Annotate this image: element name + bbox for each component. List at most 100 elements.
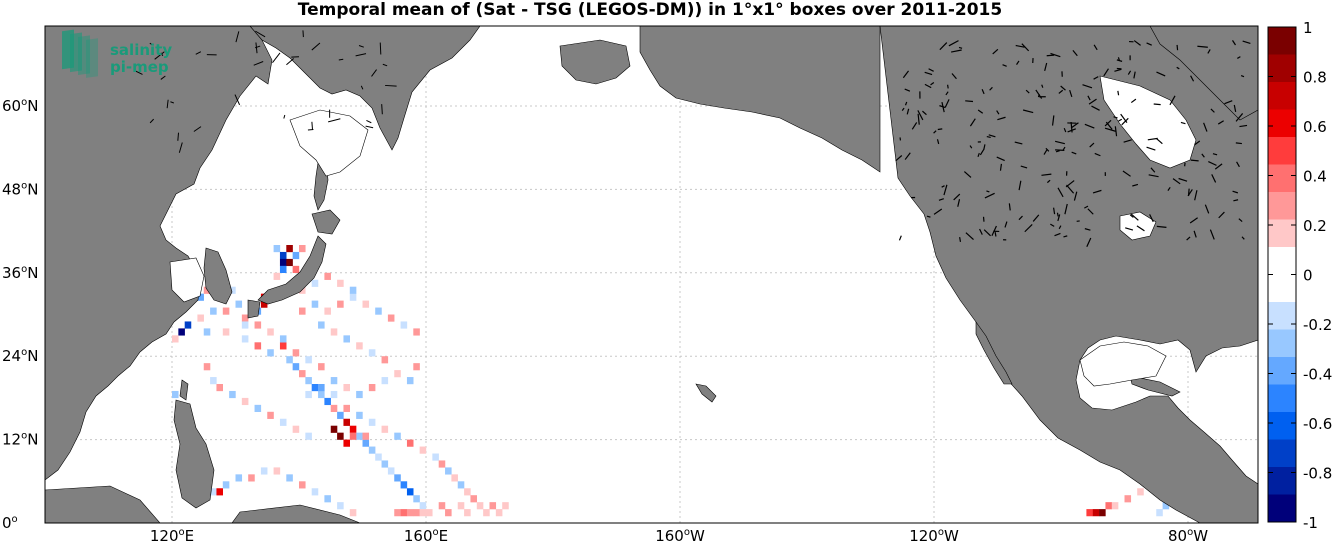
heatmap-cell bbox=[406, 377, 414, 385]
lake-stroke bbox=[926, 215, 931, 218]
land-japan-kyushu bbox=[247, 299, 261, 319]
salinity-pi-mep-logo: salinity pi-mep bbox=[62, 29, 172, 78]
lake-stroke bbox=[1123, 139, 1132, 143]
lake-stroke bbox=[1169, 95, 1176, 106]
lake-stroke bbox=[1241, 236, 1245, 240]
lake-stroke bbox=[1084, 228, 1091, 231]
lake-stroke bbox=[1022, 109, 1034, 114]
heatmap-cell bbox=[203, 363, 211, 371]
lake-stroke bbox=[272, 52, 281, 63]
lake-stroke bbox=[1050, 52, 1061, 58]
lake-stroke bbox=[906, 108, 910, 115]
heatmap-cell bbox=[222, 481, 230, 489]
lake-stroke bbox=[1242, 40, 1251, 45]
lake-stroke bbox=[1146, 146, 1156, 151]
heatmap-cell bbox=[286, 245, 293, 253]
lake-stroke bbox=[1021, 43, 1030, 52]
map-frame bbox=[44, 25, 1259, 524]
lake-stroke bbox=[253, 61, 264, 66]
heatmap-cell bbox=[337, 502, 344, 510]
logo-mark-icon bbox=[62, 29, 98, 78]
colorbar-step bbox=[1268, 439, 1296, 468]
heatmap-cell bbox=[381, 425, 389, 433]
heatmap-cell bbox=[413, 495, 420, 503]
lake-stroke bbox=[1236, 161, 1240, 168]
heatmap-cell bbox=[406, 439, 414, 447]
heatmap-cell bbox=[241, 397, 249, 406]
lat-tick-label: 12oN bbox=[2, 431, 38, 449]
lake-stroke bbox=[948, 40, 959, 47]
lake-stroke bbox=[311, 42, 321, 51]
heatmap-cell bbox=[172, 335, 179, 343]
lake-stroke bbox=[254, 45, 261, 49]
heatmap-cell bbox=[330, 425, 338, 433]
heatmap-cell bbox=[184, 321, 192, 329]
heatmap-cell bbox=[330, 328, 338, 336]
heatmap-cell bbox=[337, 300, 344, 308]
colorbar-tick-label: -1 bbox=[1303, 514, 1318, 532]
heatmap-cell bbox=[254, 404, 262, 412]
heatmap-cell bbox=[387, 314, 395, 322]
lake-stroke bbox=[1053, 207, 1056, 215]
heatmap-cell bbox=[203, 286, 211, 294]
lat-tick-label: 36oN bbox=[2, 264, 38, 282]
heatmap-cell bbox=[451, 474, 458, 482]
heatmap-cell bbox=[368, 446, 376, 454]
heatmap-cell bbox=[413, 509, 420, 517]
heatmap-cell bbox=[324, 272, 331, 280]
lake-stroke bbox=[917, 113, 920, 125]
inland-waters bbox=[169, 75, 1197, 387]
lake-stroke bbox=[286, 58, 295, 66]
heatmap-cell bbox=[292, 251, 300, 260]
lake-stroke bbox=[996, 156, 1005, 162]
lake-stroke bbox=[255, 42, 258, 54]
heatmap-cell bbox=[343, 439, 350, 447]
lake-stroke bbox=[1203, 122, 1208, 132]
colorbar-step bbox=[1268, 137, 1296, 165]
lake-stroke bbox=[1050, 223, 1055, 227]
heatmap-cell bbox=[432, 453, 439, 461]
lake-stroke bbox=[1133, 71, 1136, 79]
lake-stroke bbox=[1057, 214, 1061, 222]
lake-stroke bbox=[1178, 177, 1188, 182]
land-hawaii bbox=[695, 383, 717, 403]
lake-stroke bbox=[1211, 174, 1217, 183]
lake-stroke bbox=[1071, 151, 1077, 155]
lon-tick-label: 120oE bbox=[150, 527, 194, 544]
land-philippines bbox=[173, 399, 215, 509]
colorbar-tick-label: -0.2 bbox=[1303, 316, 1332, 334]
lake-stroke bbox=[1127, 70, 1132, 75]
lake-stroke bbox=[983, 144, 986, 150]
lake-stroke bbox=[947, 84, 949, 89]
lake-stroke bbox=[195, 51, 202, 55]
colorbar-step bbox=[1268, 412, 1296, 440]
lake-stroke bbox=[1207, 49, 1211, 54]
lake-stroke bbox=[1020, 165, 1028, 169]
lake-stroke bbox=[1194, 140, 1201, 146]
lake-stroke bbox=[235, 31, 240, 43]
lake-stroke bbox=[989, 86, 993, 91]
lake-stroke bbox=[1186, 236, 1191, 241]
sea-of-okhotsk bbox=[289, 109, 369, 177]
heatmap-cell bbox=[419, 502, 427, 510]
heatmap-cell bbox=[279, 251, 287, 260]
heatmap-cell bbox=[394, 474, 401, 482]
lake-stroke bbox=[149, 118, 155, 124]
lake-stroke bbox=[986, 136, 991, 139]
lake-stroke bbox=[1114, 126, 1118, 137]
heatmap-cell bbox=[343, 384, 350, 392]
heatmap-cell bbox=[267, 328, 274, 336]
lake-stroke bbox=[994, 232, 997, 237]
heatmap-cell bbox=[502, 502, 509, 510]
lake-stroke bbox=[160, 75, 166, 80]
lake-stroke bbox=[979, 148, 985, 156]
lake-stroke bbox=[1018, 180, 1022, 191]
colorbar-step bbox=[1268, 302, 1296, 330]
lake-stroke bbox=[283, 114, 286, 119]
heatmap-cell bbox=[362, 432, 370, 440]
lake-stroke bbox=[957, 199, 961, 207]
heatmap-cell bbox=[279, 258, 287, 267]
lake-stroke bbox=[1233, 199, 1239, 202]
heatmap-cell bbox=[254, 321, 262, 329]
